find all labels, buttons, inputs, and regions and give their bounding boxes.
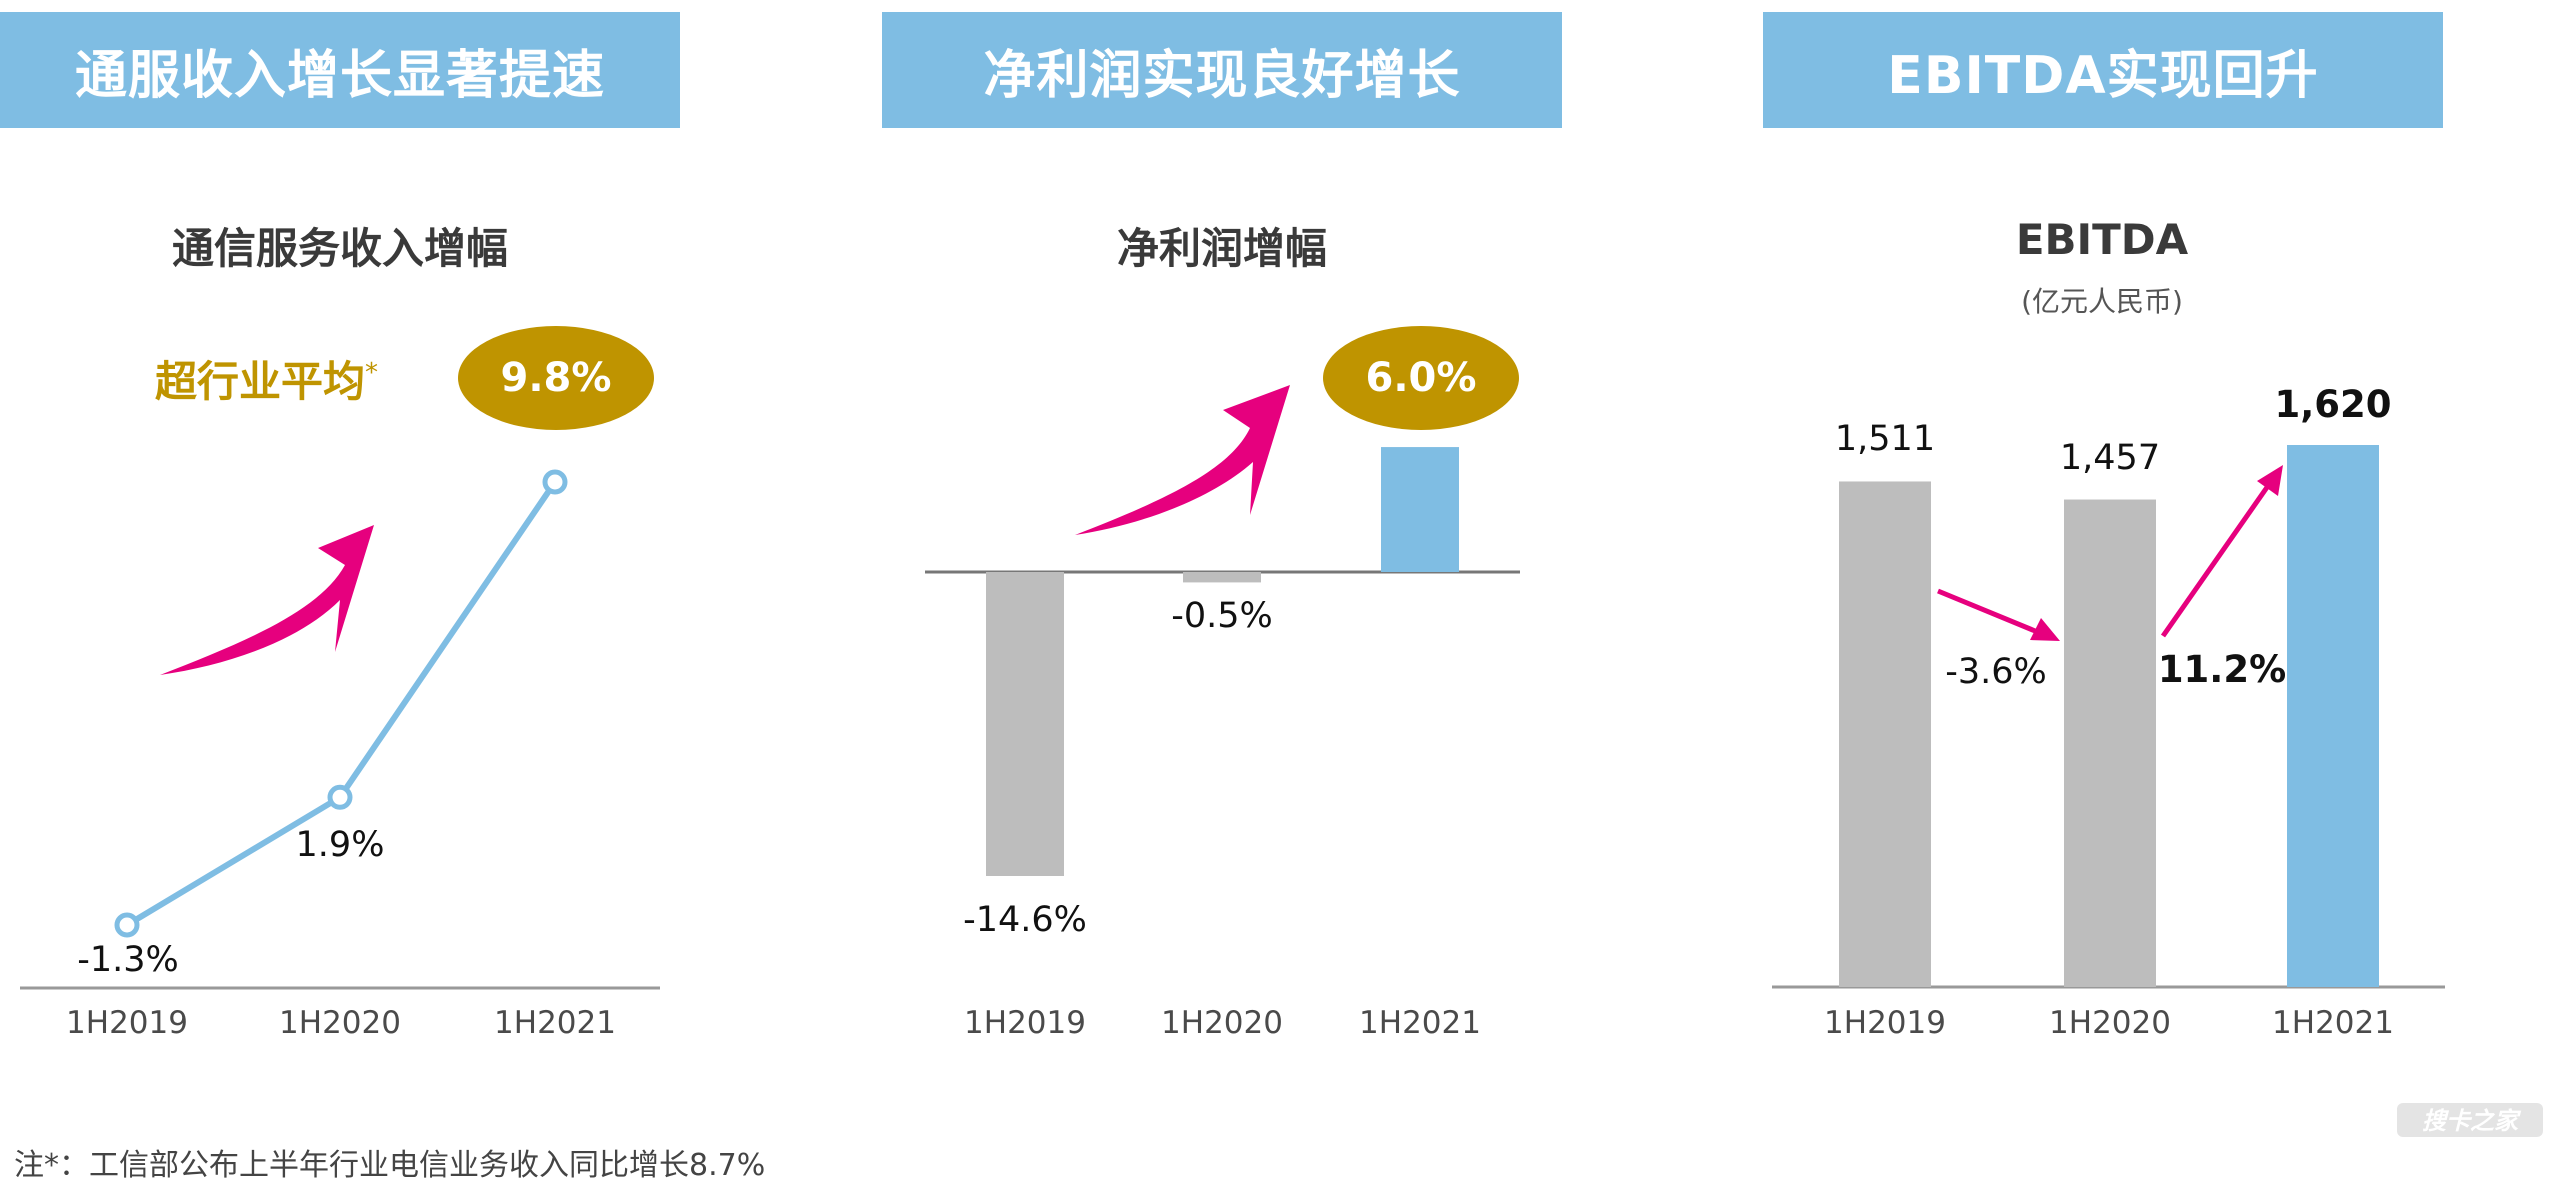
ebitda-label-1h2019: 1,511: [1834, 419, 1936, 460]
tick-ebitda-1h2019: 1H2019: [1824, 1005, 1946, 1041]
banner-net-profit: 净利润实现良好增长: [882, 12, 1562, 128]
footnote: 注*：工信部公布上半年行业电信业务收入同比增长8.7%: [14, 1148, 766, 1183]
decline-arrow-line: [1937, 588, 2041, 636]
growth-arrow-icon: [160, 525, 374, 675]
tick-revenue-1h2019: 1H2019: [66, 1005, 188, 1041]
revenue-label-1h2020: 1.9%: [295, 825, 385, 866]
badge-net-profit-growth: 6.0%: [1323, 326, 1519, 430]
net-profit-bar-1h2019: [986, 572, 1064, 876]
chart-title-revenue: 通信服务收入增幅: [171, 224, 508, 273]
watermark-logo: 搜卡之家: [2395, 1095, 2545, 1155]
tick-revenue-1h2021: 1H2021: [494, 1005, 616, 1041]
tick-net-profit-1h2019: 1H2019: [964, 1005, 1086, 1041]
increase-arrow-icon: [2257, 465, 2283, 496]
chart-unit-ebitda: (亿元人民币): [2021, 285, 2183, 318]
chart-title-ebitda: EBITDA: [2015, 215, 2189, 264]
chart-title-net-profit: 净利润增幅: [1116, 224, 1327, 273]
ebitda-bar-1h2019: [1839, 481, 1931, 987]
badge-revenue-growth: 9.8%: [458, 326, 654, 430]
ebitda-label-1h2021: 1,620: [2274, 383, 2392, 426]
decline-arrow-icon: [2030, 618, 2060, 641]
ebitda-bar-1h2021: [2287, 445, 2379, 987]
net-profit-arrow-icon: [1075, 385, 1290, 535]
net-profit-label-1h2019: -14.6%: [963, 900, 1087, 940]
ebitda-change-label-2: 11.2%: [2157, 648, 2287, 691]
tick-ebitda-1h2021: 1H2021: [2272, 1005, 2394, 1041]
revenue-point-1h2020: [327, 784, 353, 810]
net-profit-label-1h2020: -0.5%: [1171, 596, 1273, 636]
svg-text:搜卡之家: 搜卡之家: [2422, 1107, 2522, 1135]
revenue-label-1h2019: -1.3%: [77, 940, 179, 980]
tick-net-profit-1h2020: 1H2020: [1161, 1005, 1283, 1041]
tick-revenue-1h2020: 1H2020: [279, 1005, 401, 1041]
banner-ebitda: EBITDA实现回升: [1763, 12, 2443, 128]
increase-arrow-line: [2160, 481, 2273, 638]
banner-revenue-growth: 通服收入增长显著提速: [0, 12, 680, 128]
revenue-point-1h2019: [114, 912, 140, 938]
tick-ebitda-1h2020: 1H2020: [2049, 1005, 2171, 1041]
ebitda-label-1h2020: 1,457: [2059, 437, 2161, 478]
net-profit-bar-1h2021: [1381, 447, 1459, 572]
revenue-point-1h2021: [542, 469, 568, 495]
tick-net-profit-1h2021: 1H2021: [1359, 1005, 1481, 1041]
ebitda-change-label-1: -3.6%: [1945, 652, 2047, 692]
net-profit-bar-1h2020: [1183, 572, 1261, 583]
ebitda-bar-1h2020: [2064, 499, 2156, 987]
above-average-label: 超行业平均*: [155, 357, 379, 406]
